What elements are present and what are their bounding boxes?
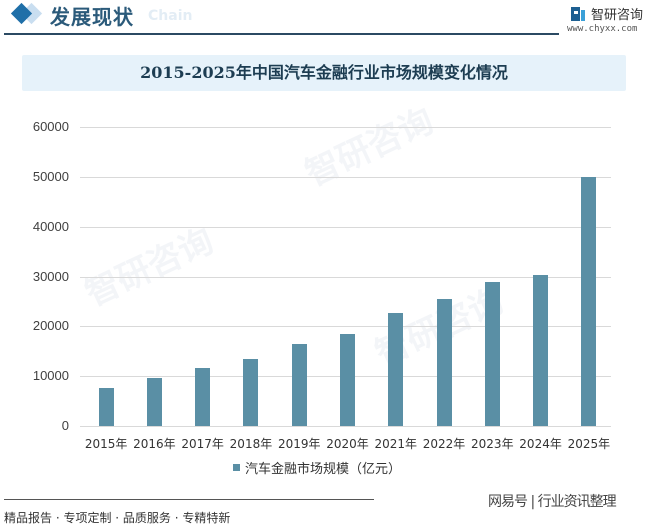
gridline [80, 326, 611, 327]
x-tick-label: 2019年 [277, 437, 321, 451]
chart-title: 2015-2025年中国汽车金融行业市场规模变化情况 [140, 63, 508, 82]
bar [291, 344, 307, 426]
bar [533, 275, 549, 426]
logo-icon [571, 6, 585, 21]
gridline [80, 227, 611, 228]
logo-url: www.chyxx.com [567, 24, 638, 34]
footer-source: 网易号 | 行业资讯整理 [488, 494, 617, 510]
y-tick-label: 0 [61, 418, 69, 433]
plot-area [80, 127, 611, 427]
bar [195, 368, 211, 426]
header-divider [4, 33, 559, 35]
bar [340, 334, 355, 426]
x-tick-label: 2022年 [422, 437, 466, 451]
bar [243, 359, 259, 426]
bar [436, 298, 452, 426]
footer-tagline: 精品报告 · 专项定制 · 品质服务 · 专精特新 [4, 511, 231, 525]
footer-divider [4, 499, 374, 500]
y-tick-label: 60000 [32, 119, 69, 134]
x-tick-label: 2020年 [326, 437, 369, 451]
y-tick-label: 20000 [32, 318, 69, 333]
bar [484, 281, 500, 426]
legend: 汽车金融市场规模（亿元） [233, 458, 401, 477]
x-tick-label: 2016年 [133, 437, 176, 451]
y-tick-label: 30000 [32, 269, 69, 284]
diamond-icon [10, 2, 33, 25]
bar [388, 313, 404, 426]
gridline [80, 277, 611, 278]
bar [581, 176, 597, 426]
section-header: 发展现状 Chain 智研咨询 www.chyxx.com [0, 0, 650, 36]
legend-label: 汽车金融市场规模（亿元） [245, 462, 402, 477]
x-tick-label: 2024年 [519, 437, 562, 451]
section-ghost-text: Chain [148, 8, 193, 24]
x-tick-label: 2018年 [229, 437, 273, 451]
y-tick-label: 50000 [32, 169, 69, 184]
logo-name: 智研咨询 [591, 8, 644, 23]
y-tick-label: 40000 [32, 219, 69, 234]
gridline [80, 127, 611, 128]
gridline [80, 177, 611, 178]
bar [146, 378, 162, 426]
gridline [80, 426, 611, 427]
x-tick-label: 2017年 [181, 437, 224, 451]
x-tick-label: 2021年 [374, 437, 418, 451]
x-tick-label: 2015年 [84, 437, 128, 451]
x-tick-label: 2025年 [567, 437, 611, 451]
y-tick-label: 10000 [32, 368, 69, 383]
x-tick-label: 2023年 [471, 437, 514, 451]
chart-title-box: 2015-2025年中国汽车金融行业市场规模变化情况 [22, 55, 626, 91]
brand-logo: 智研咨询 [571, 4, 643, 23]
legend-swatch-icon [233, 464, 240, 471]
section-title: 发展现状 [50, 5, 134, 29]
bar [98, 388, 114, 426]
